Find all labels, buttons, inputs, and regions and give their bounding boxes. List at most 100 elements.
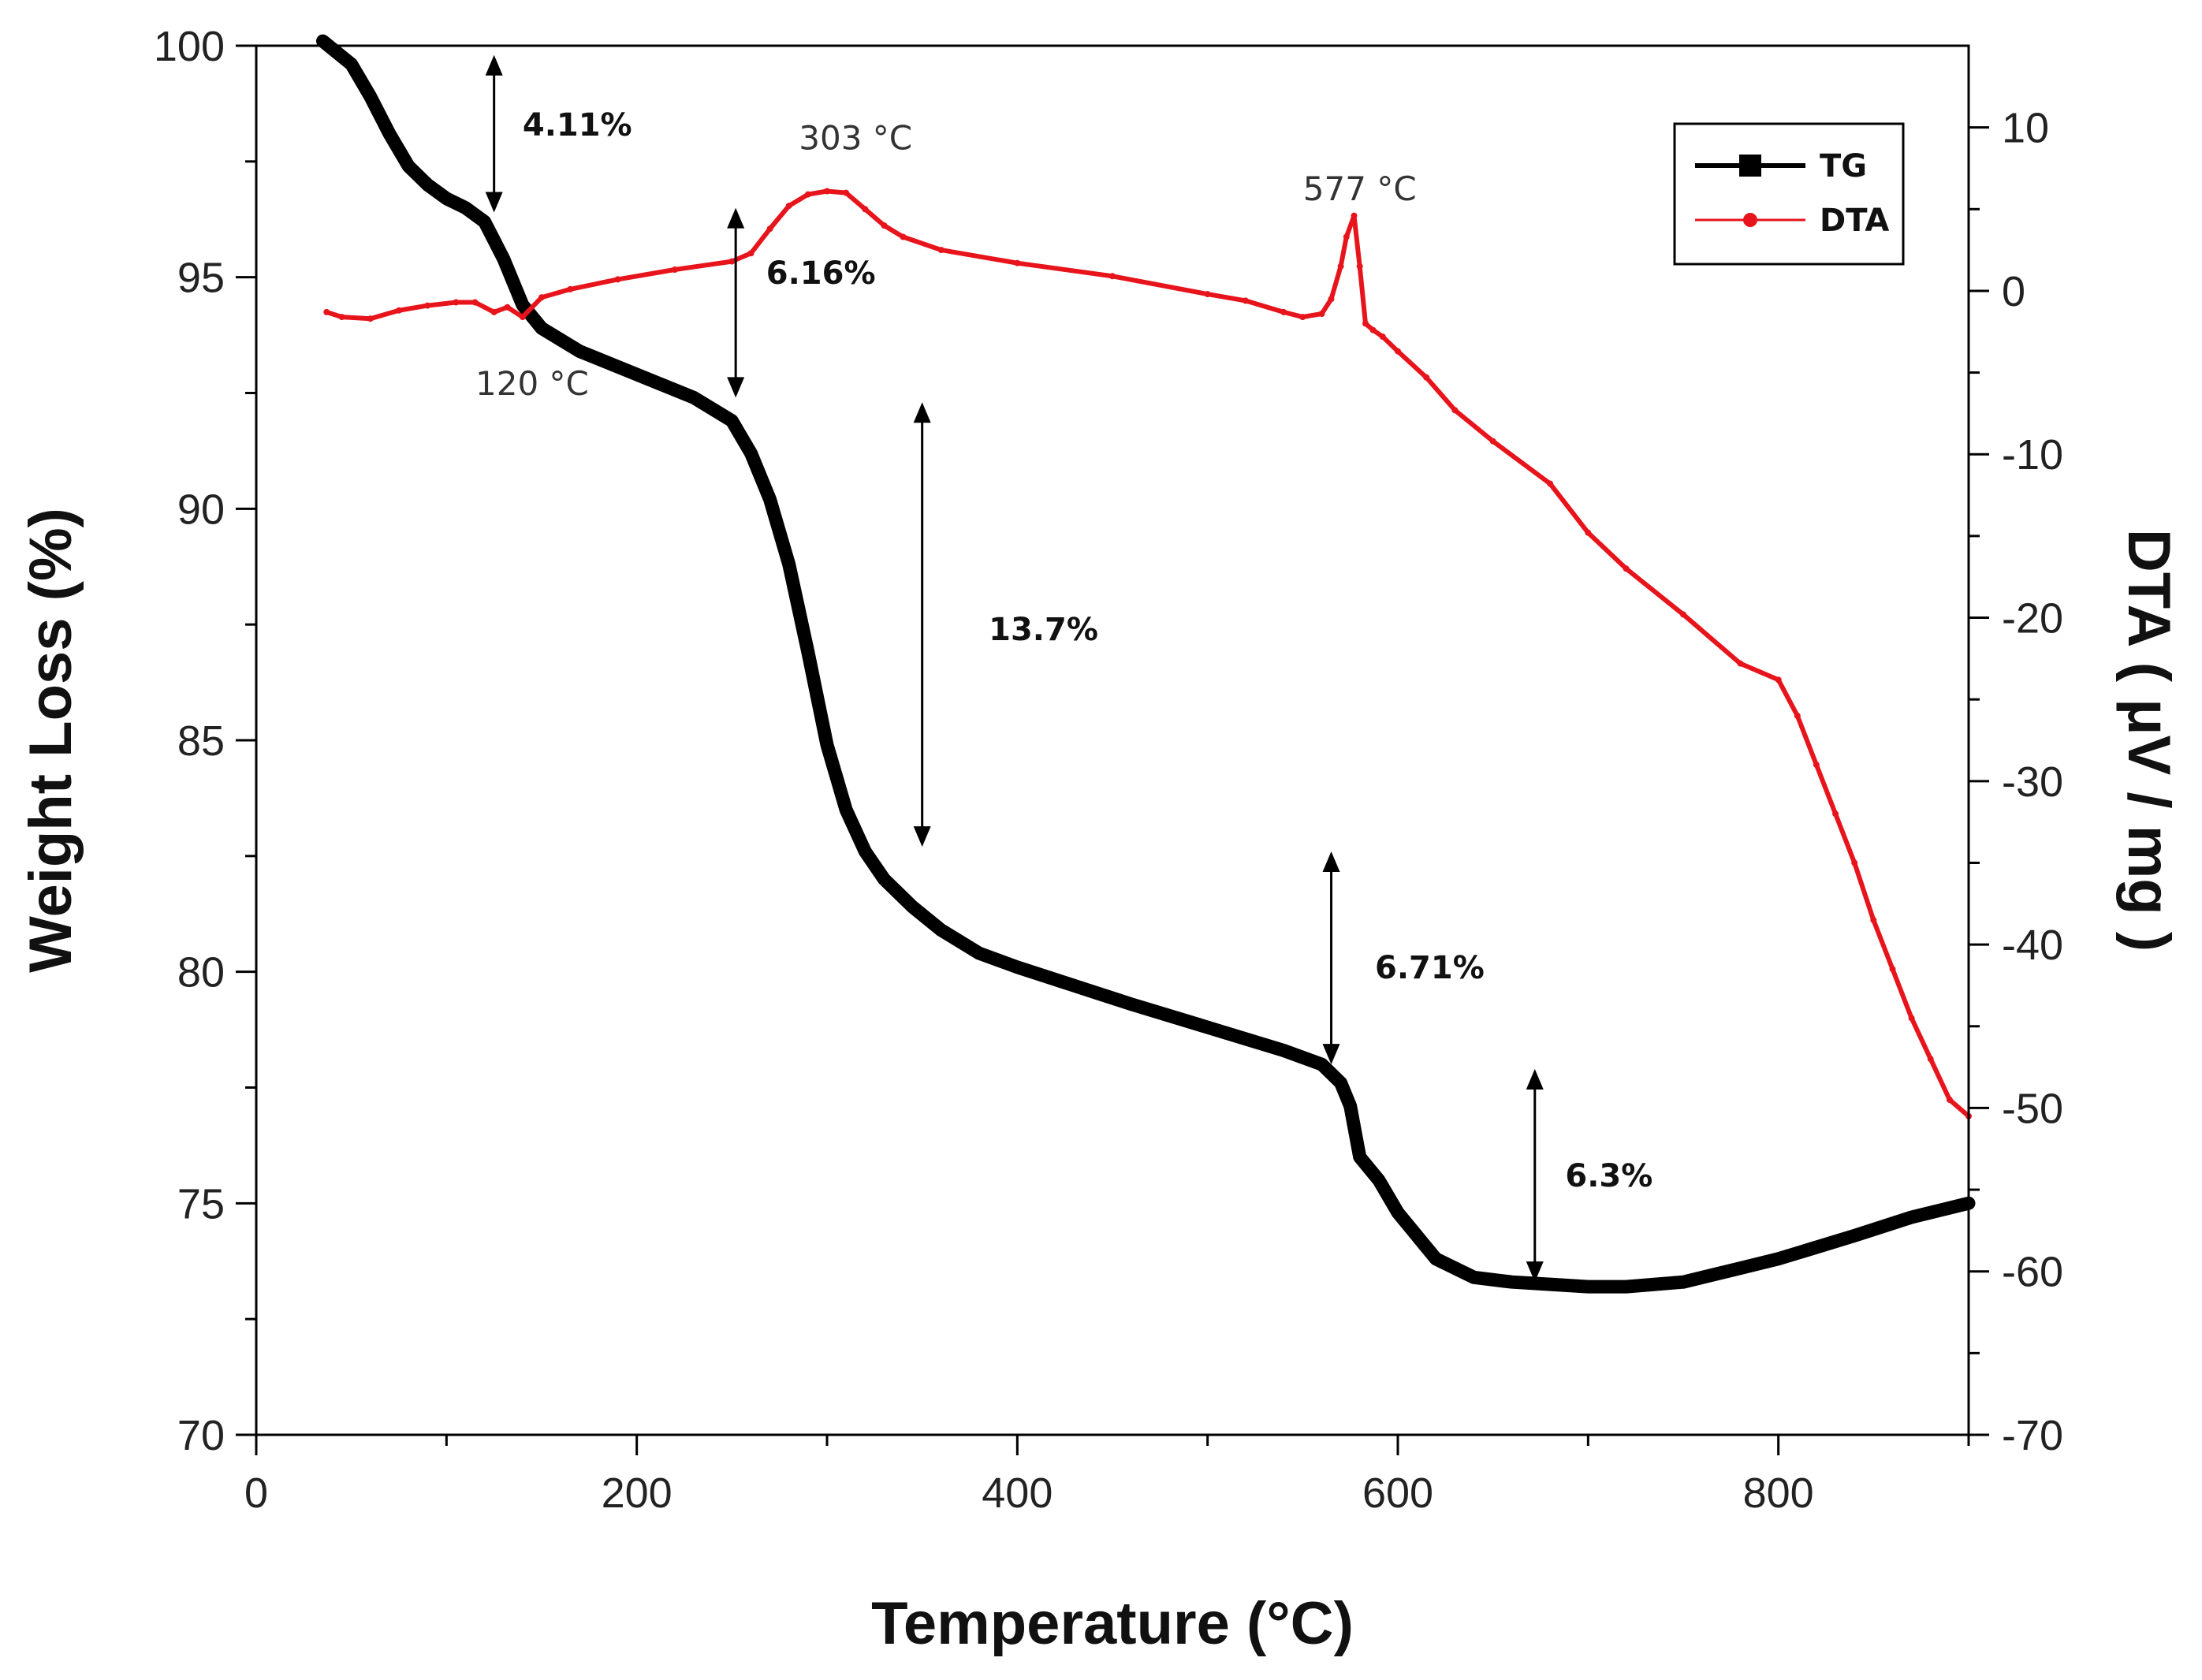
data-point-dta (1737, 660, 1744, 667)
annotations-layer: 4.11% 6.16% 13.7% 6.71% 6.3% 120 °C 303 °C 577 … (475, 54, 1652, 1283)
arrow-head-down (913, 826, 931, 847)
data-point-tg (497, 252, 510, 266)
data-point-tg (1905, 1211, 1918, 1224)
data-point-dta (1547, 480, 1554, 487)
y2-tick-label: -30 (2002, 758, 2063, 806)
peak-temperature-label: 120 °C (475, 364, 589, 403)
data-point-dta (1242, 297, 1249, 304)
data-point-dta (1451, 407, 1459, 414)
data-point-tg (801, 646, 814, 659)
series-line-tg (316, 34, 1976, 1294)
data-point-tg (421, 178, 434, 192)
data-point-dta (1337, 263, 1344, 270)
weight-loss-label: 6.16% (766, 255, 876, 292)
legend: TG DTA (1673, 122, 1905, 266)
data-point-dta (424, 302, 431, 309)
data-point-tg (1392, 1206, 1404, 1220)
weight-loss-label: 6.3% (1565, 1158, 1652, 1194)
data-point-dta (1328, 296, 1335, 303)
data-point-tg (1201, 1021, 1214, 1034)
arrow-head-up (913, 402, 931, 423)
data-point-dta (519, 314, 526, 321)
data-point-tg (402, 159, 415, 173)
data-point-dta (1318, 311, 1325, 317)
arrow-head-down (727, 377, 745, 398)
y2-axis-title: DTA ( μV / mg ) (2115, 529, 2182, 952)
data-point-dta (1794, 712, 1801, 719)
data-point-tg (1334, 1076, 1347, 1090)
y2-tick-label: -10 (2002, 431, 2063, 479)
data-point-dta (900, 233, 907, 240)
data-point-dta (367, 315, 374, 322)
data-point-tg (478, 215, 491, 229)
y2-tick-label: -60 (2002, 1249, 2063, 1296)
data-point-tg (1277, 1044, 1291, 1057)
data-point-dta (490, 308, 497, 315)
data-point-dta (1680, 611, 1686, 618)
data-point-tg (1372, 1174, 1385, 1186)
data-point-dta (323, 308, 330, 315)
y2-tick-label: -40 (2002, 922, 2063, 969)
y-tick-label: 70 (177, 1412, 225, 1459)
data-point-dta (1623, 565, 1630, 572)
data-point-dta (1379, 333, 1386, 340)
arrow-head-down (1526, 1261, 1544, 1283)
ticks-layer: 0 200 400 600 800707580859095100-70-60-50-40… (154, 23, 2063, 1517)
y2-tick-label: 0 (2002, 268, 2025, 315)
data-point-tg (906, 900, 919, 914)
data-point-dta (1889, 966, 1896, 973)
y-tick-label: 95 (177, 255, 225, 302)
data-point-tg (1011, 960, 1024, 974)
x-tick-label: 200 (602, 1470, 673, 1517)
data-point-tg (840, 803, 853, 817)
data-point-dta (728, 258, 736, 265)
data-point-dta (1395, 348, 1401, 355)
data-point-dta (766, 225, 773, 233)
data-point-tg (363, 90, 377, 103)
data-point-dta (1280, 308, 1287, 315)
data-point-tg (316, 35, 330, 48)
data-point-tg (782, 557, 795, 571)
data-point-tg (763, 493, 777, 506)
data-point-tg (687, 391, 701, 404)
data-point-dta (747, 250, 754, 257)
peak-temperature-label: 577 °C (1303, 169, 1417, 208)
legend-marker-tg (1739, 155, 1761, 177)
series-line-dta (324, 188, 1971, 1119)
data-point-dta (538, 294, 545, 301)
data-point-dta (843, 189, 850, 196)
data-point-dta (614, 276, 621, 283)
data-point-dta (1356, 263, 1363, 270)
data-point-dta (1351, 212, 1358, 219)
data-point-dta (1946, 1097, 1953, 1103)
y2-tick-label: -50 (2002, 1085, 2063, 1132)
data-point-tg (1505, 1276, 1518, 1289)
data-point-tg (440, 192, 453, 205)
data-point-tg (1353, 1150, 1366, 1164)
data-point-dta (1343, 233, 1350, 240)
data-point-tg (1772, 1252, 1785, 1265)
y-axis-title: Weight Loss (%) (17, 508, 84, 973)
data-point-dta (1832, 810, 1839, 818)
data-point-tg (859, 845, 872, 858)
legend-marker-dta (1743, 213, 1757, 227)
data-point-dta (1362, 320, 1369, 327)
arrow-head-up (1526, 1069, 1544, 1090)
data-point-dta (1109, 273, 1116, 280)
data-point-tg (459, 201, 472, 214)
data-point-dta (504, 304, 511, 311)
x-tick-label: 400 (982, 1470, 1053, 1517)
data-point-dta (471, 299, 479, 306)
data-point-dta (338, 314, 345, 321)
data-point-tg (630, 368, 643, 381)
legend-label-tg: TG (1820, 148, 1867, 184)
data-point-tg (1544, 1278, 1557, 1291)
arrow-head-up (727, 207, 745, 229)
data-point-tg (1315, 1058, 1328, 1071)
data-point-tg (573, 345, 587, 358)
arrow-head-up (485, 54, 503, 76)
data-point-dta (804, 191, 811, 198)
weight-loss-label: 4.11% (523, 107, 632, 143)
data-point-tg (1429, 1252, 1443, 1265)
